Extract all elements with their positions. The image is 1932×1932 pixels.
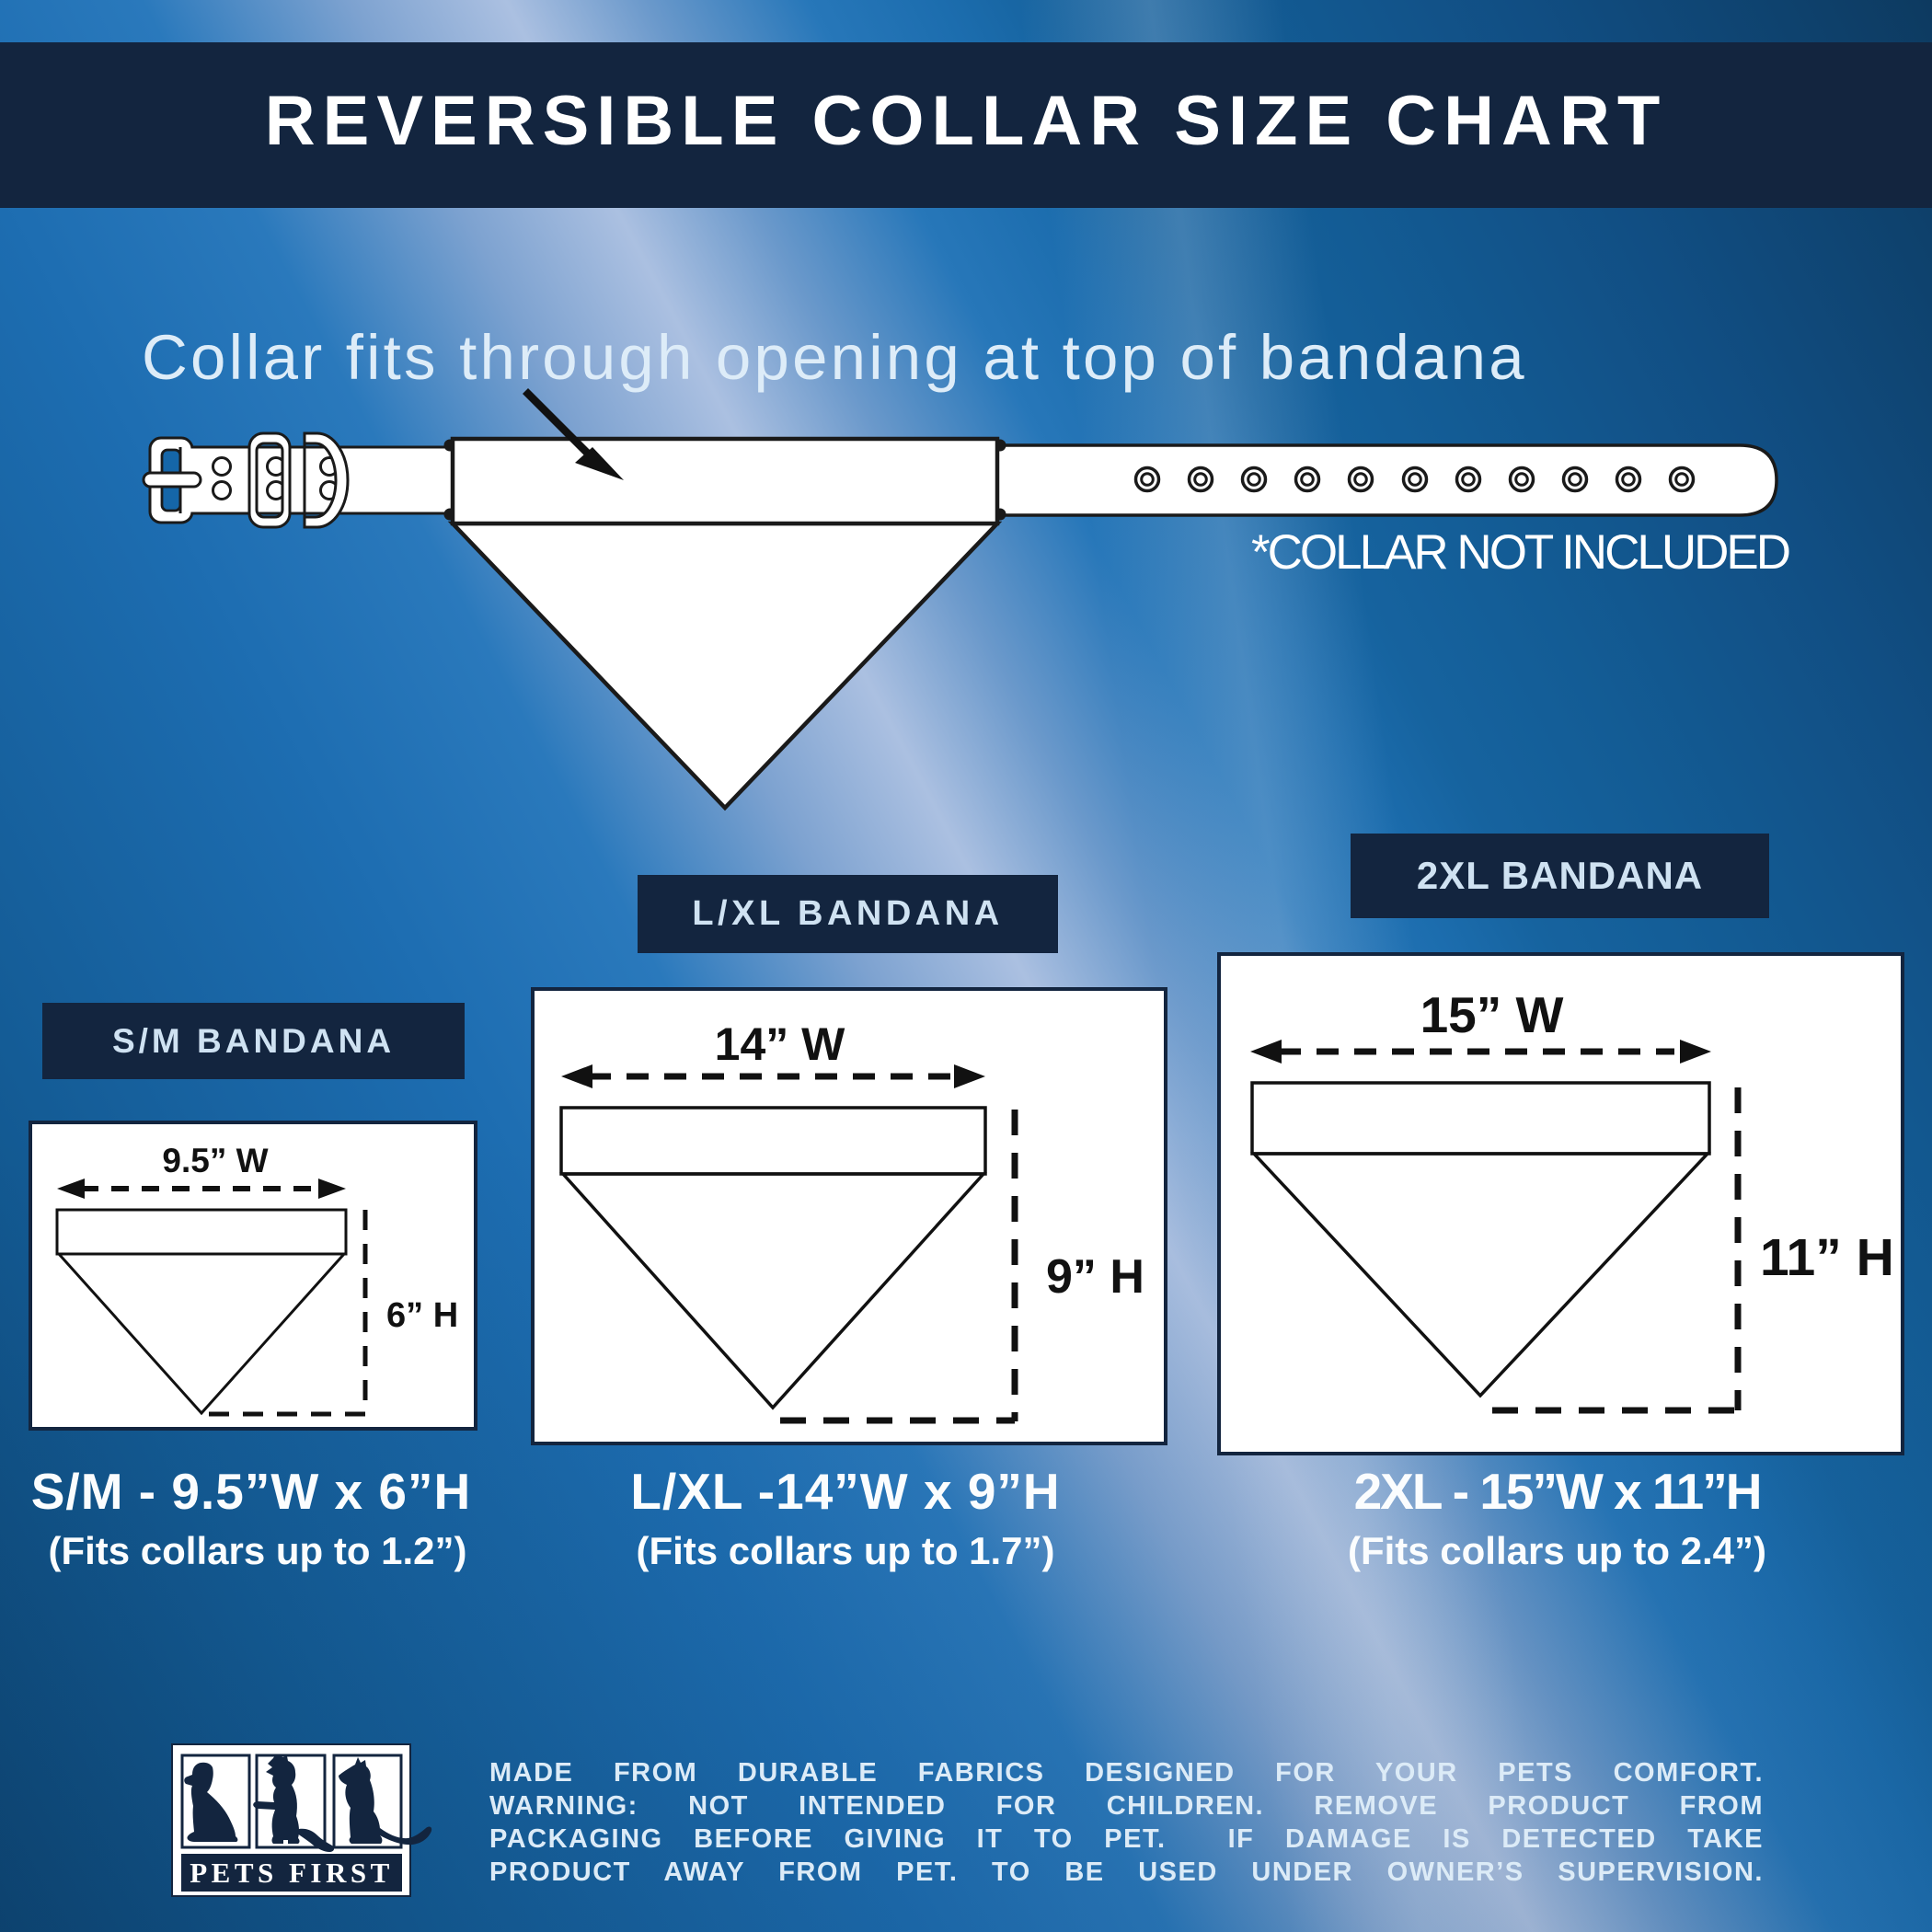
svg-text:PETS FIRST: PETS FIRST: [190, 1857, 394, 1889]
